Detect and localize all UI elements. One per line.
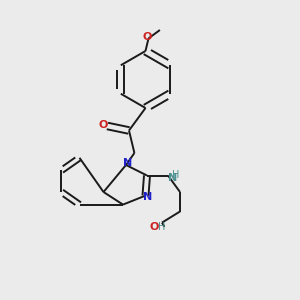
- Text: O: O: [98, 119, 108, 130]
- Text: O: O: [142, 32, 152, 42]
- Text: O: O: [149, 222, 159, 232]
- Text: H: H: [172, 170, 180, 180]
- Text: N: N: [168, 173, 177, 183]
- Text: N: N: [143, 192, 152, 202]
- Text: N: N: [123, 158, 132, 168]
- Text: H: H: [158, 222, 165, 232]
